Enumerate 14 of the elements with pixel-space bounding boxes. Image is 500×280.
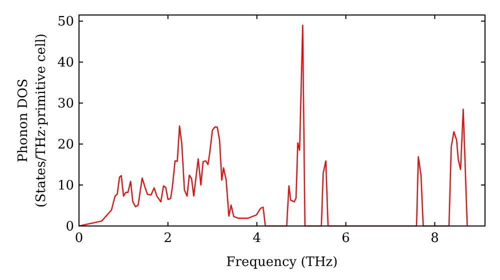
x-tick-label: 8 <box>430 231 439 246</box>
y-tick-label: 10 <box>57 178 74 194</box>
y-tick-label: 40 <box>57 56 74 71</box>
y-tick-label: 50 <box>57 14 74 30</box>
line-series <box>78 24 468 227</box>
x-tick-label: 6 <box>342 231 350 246</box>
x-tick-label: 0 <box>74 231 84 246</box>
x-tick-label: 2 <box>164 231 172 246</box>
x-axis-title: Frequency (THz) <box>226 255 338 270</box>
y-tick-label: 20 <box>57 138 74 153</box>
x-tick-label: 4 <box>252 231 262 246</box>
y-tick-label: 30 <box>57 96 74 112</box>
y-axis-title: Phonon DOS (States/THz·primitive cell) <box>16 33 49 208</box>
y-tick-label: 0 <box>66 220 74 235</box>
